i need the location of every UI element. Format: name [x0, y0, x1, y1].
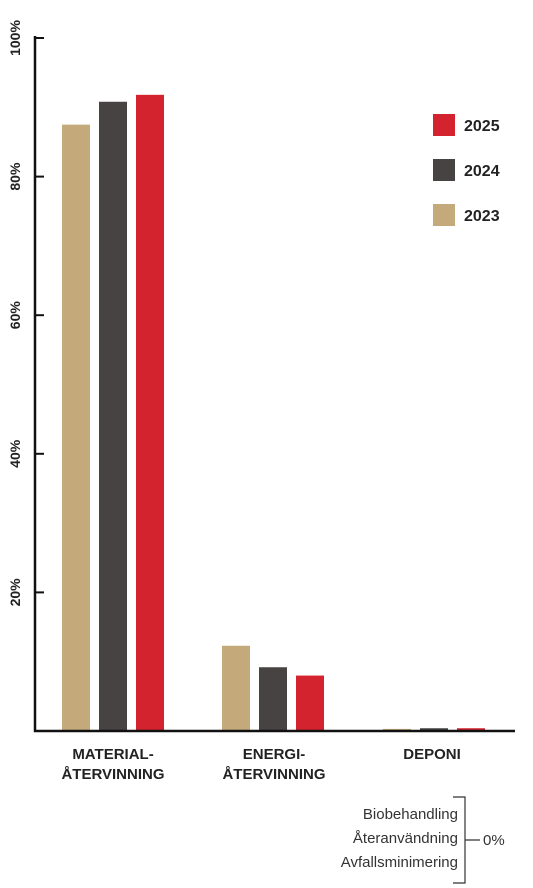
category-label: MATERIAL- [72, 746, 153, 763]
legend-swatch-2025 [433, 114, 455, 136]
bar-2023-cat1 [222, 645, 250, 731]
y-ticks-group: 20% 40% 60% 80% 100% [7, 20, 44, 607]
bracket-line [453, 796, 480, 884]
category-label: ÅTERVINNING [61, 766, 164, 783]
zero-category-label: Biobehandling [363, 806, 458, 823]
zero-category-label: Återanvändning [353, 830, 458, 847]
category-label: ENERGI- [243, 746, 306, 763]
legend-label-2024: 2024 [464, 163, 500, 180]
bar-2024-cat2 [420, 728, 448, 731]
y-tick-label: 60% [7, 301, 23, 330]
y-tick-label: 100% [7, 20, 23, 56]
category-labels-group: MATERIAL- ÅTERVINNING ENERGI- ÅTERVINNING DE… [61, 746, 460, 783]
legend-swatch-2024 [433, 159, 455, 181]
y-tick-label: 40% [7, 439, 23, 468]
zero-categories-note: Biobehandling Återanvändning Avfallsminime… [341, 796, 505, 884]
category-label: ÅTERVINNING [222, 766, 325, 783]
bar-2024-cat0 [99, 101, 127, 732]
zero-category-label: Avfallsminimering [341, 854, 458, 871]
zero-value-label: 0% [483, 832, 505, 849]
category-label: DEPONI [403, 746, 461, 763]
y-tick-label: 20% [7, 578, 23, 607]
legend: 2025 2024 2023 [433, 114, 500, 226]
bar-2025-cat0 [136, 94, 164, 732]
bar-2025-cat2 [457, 728, 485, 731]
legend-swatch-2023 [433, 204, 455, 226]
bar-2025-cat1 [296, 675, 324, 731]
axes-group [33, 36, 515, 733]
bar-2024-cat1 [259, 667, 287, 731]
legend-label-2023: 2023 [464, 208, 500, 225]
bar-2023-cat0 [62, 124, 90, 731]
y-tick-label: 80% [7, 162, 23, 191]
bars-group [62, 94, 485, 732]
legend-label-2025: 2025 [464, 118, 500, 135]
